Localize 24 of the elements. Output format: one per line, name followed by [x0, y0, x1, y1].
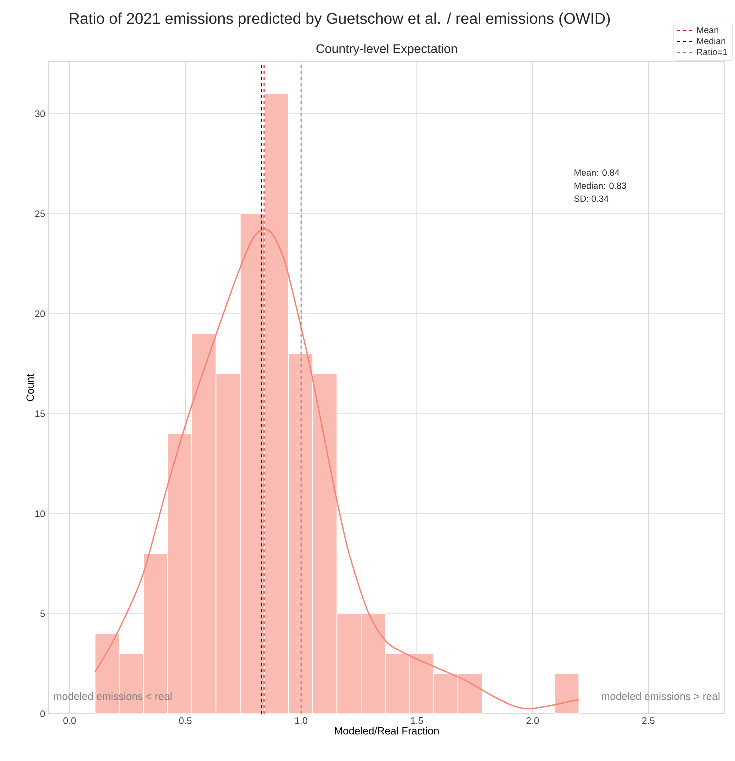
legend-label: Mean: [697, 27, 718, 34]
chart-subtitle: Country-level Expectation: [316, 44, 458, 56]
x-tick-label: 1.0: [295, 718, 308, 724]
chart-title: Ratio of 2021 emissions predicted by Guetschow et al. / real emissions (OWID): [70, 12, 610, 28]
x-axis-title: Modeled/Real Fraction: [335, 727, 439, 735]
y-tick-label: 30: [35, 110, 46, 118]
legend-label: Ratio=1: [697, 48, 728, 56]
annotation: Mean: 0.84: [574, 170, 620, 176]
x-tick-label: 2.0: [526, 718, 540, 724]
y-tick-label: 5: [40, 610, 46, 618]
y-tick-label: 10: [36, 510, 46, 518]
annotation: modeled emissions > real: [602, 692, 720, 700]
y-tick-label: 20: [35, 310, 46, 318]
x-tick-label: 0.5: [179, 718, 192, 724]
annotation: Median: 0.83: [574, 182, 626, 190]
x-tick-label: 1.5: [411, 718, 424, 724]
x-tick-label: 2.5: [642, 718, 655, 724]
x-tick-label: 0.0: [64, 718, 76, 724]
y-axis-title: Count: [26, 374, 34, 402]
y-tick-label: 25: [35, 210, 46, 218]
y-tick-label: 0: [40, 710, 46, 718]
y-tick-label: 15: [36, 410, 46, 418]
annotation: SD: 0.34: [574, 196, 609, 202]
legend-label: Median: [697, 38, 726, 44]
